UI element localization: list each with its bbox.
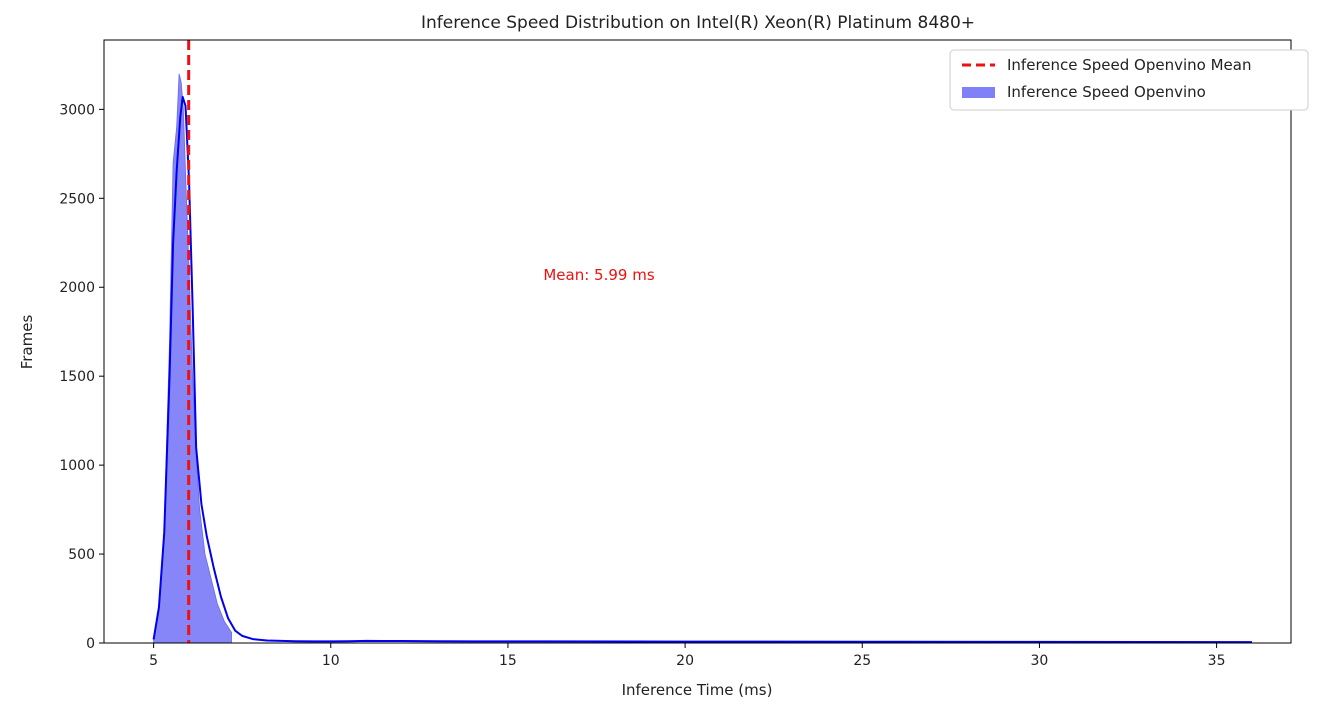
x-tick-label: 35 — [1208, 653, 1226, 669]
legend-swatch-area — [962, 87, 995, 98]
x-tick-label: 5 — [149, 653, 158, 669]
x-tick-label: 30 — [1031, 653, 1049, 669]
y-tick-label: 0 — [86, 636, 95, 652]
y-tick-label: 1500 — [59, 369, 95, 385]
plot-area — [152, 40, 1253, 644]
y-tick-label: 3000 — [59, 102, 95, 118]
y-tick-label: 2000 — [59, 280, 95, 296]
y-tick-label: 2500 — [59, 191, 95, 207]
kde-curve — [152, 95, 1253, 644]
mean-annotation: Mean: 5.99 ms — [543, 266, 654, 284]
x-tick-label: 10 — [322, 653, 340, 669]
axis-ticks: 5 10 15 20 25 30 35 0 500 1000 1500 2000 2500 3000 — [59, 102, 1225, 669]
legend-box — [949, 49, 1309, 111]
x-tick-label: 20 — [676, 653, 694, 669]
x-tick-label: 15 — [499, 653, 517, 669]
y-tick-label: 1000 — [59, 458, 95, 474]
y-axis-label: Frames — [18, 315, 36, 370]
plot-frame — [103, 39, 1292, 644]
histogram-area — [153, 73, 232, 644]
legend-label-area: Inference Speed Openvino — [1007, 83, 1206, 101]
x-tick-label: 25 — [853, 653, 871, 669]
y-tick-label: 500 — [68, 547, 95, 563]
legend: Inference Speed Openvino Mean Inference … — [949, 49, 1309, 111]
legend-label-mean: Inference Speed Openvino Mean — [1007, 56, 1251, 74]
chart-title: Inference Speed Distribution on Intel(R)… — [421, 13, 975, 33]
x-axis-label: Inference Time (ms) — [622, 681, 773, 699]
